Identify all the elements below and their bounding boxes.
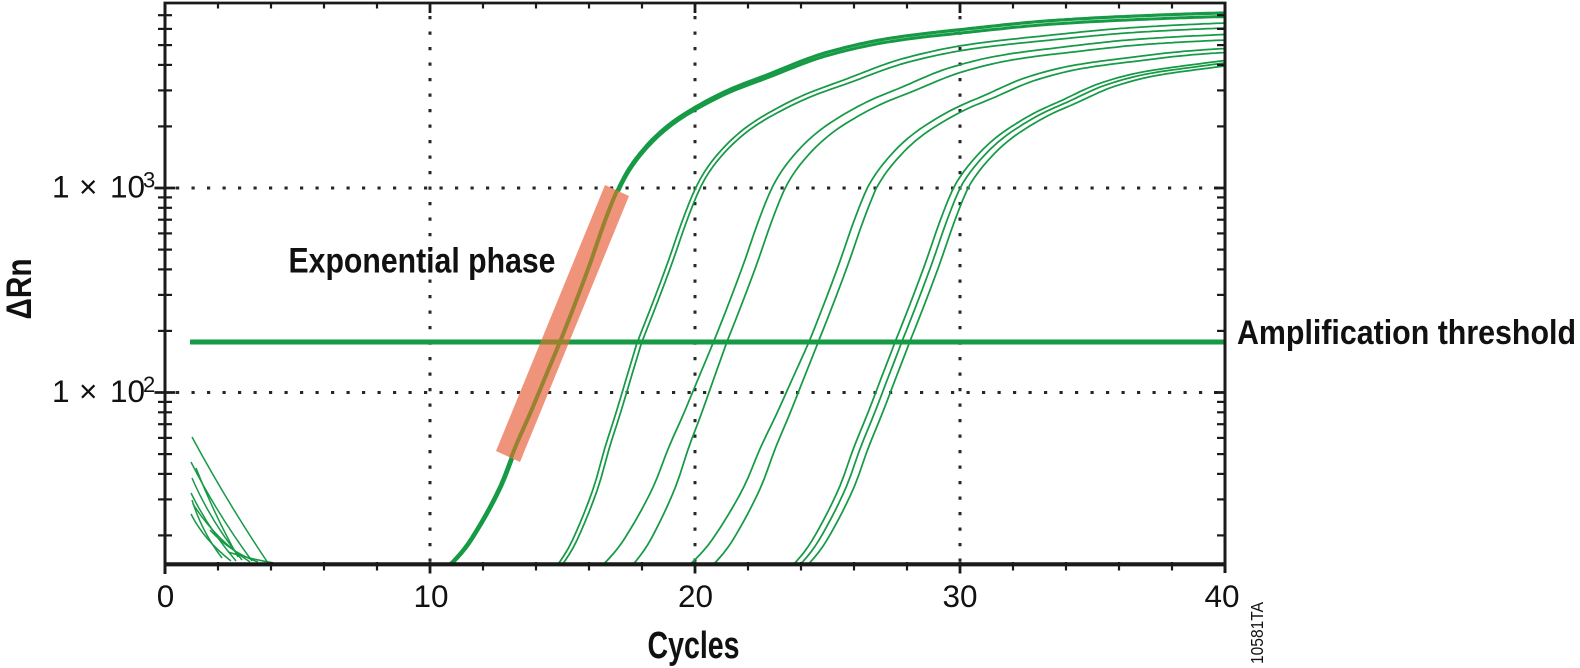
svg-text:1: 1 [52, 373, 70, 409]
svg-text:10: 10 [110, 373, 145, 409]
svg-text:40: 40 [1204, 578, 1239, 614]
svg-text:1: 1 [52, 169, 70, 205]
svg-text:10: 10 [413, 578, 448, 614]
svg-text:Amplification threshold: Amplification threshold [1237, 314, 1576, 352]
svg-text:Cycles: Cycles [648, 625, 740, 667]
svg-text:Exponential phase: Exponential phase [289, 242, 556, 281]
svg-text:10581TA: 10581TA [1247, 602, 1267, 664]
svg-text:0: 0 [157, 578, 175, 614]
svg-text:2: 2 [143, 372, 155, 397]
svg-text:20: 20 [678, 578, 713, 614]
svg-text:ΔRn: ΔRn [0, 259, 39, 320]
svg-text:×: × [79, 169, 97, 205]
svg-text:30: 30 [942, 578, 977, 614]
svg-text:10: 10 [110, 169, 145, 205]
svg-text:3: 3 [143, 168, 155, 193]
svg-text:×: × [79, 373, 97, 409]
